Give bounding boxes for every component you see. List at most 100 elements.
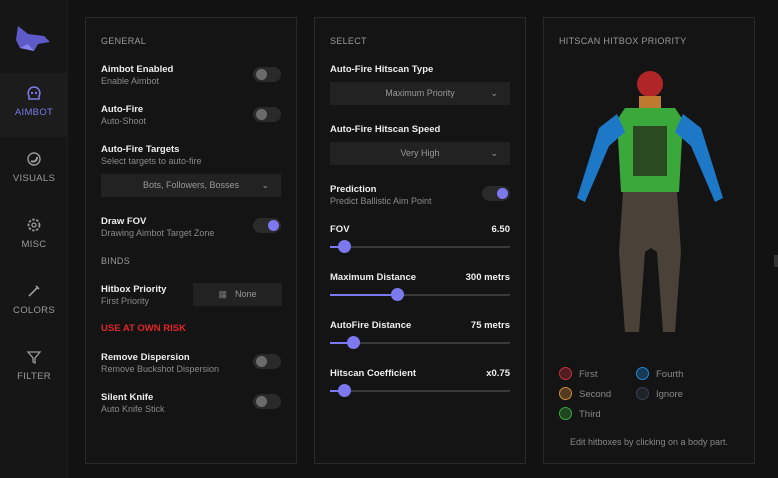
hitscan-type-dropdown[interactable]: Maximum Priority ⌄ bbox=[330, 82, 510, 105]
hitbox-arm-left[interactable] bbox=[577, 114, 625, 202]
draw-fov-label: Draw FOV bbox=[101, 216, 147, 227]
slider-track[interactable] bbox=[330, 384, 510, 397]
sidebar-item-filter[interactable]: FILTER bbox=[0, 337, 68, 401]
knife-sub: Auto Knife Stick bbox=[101, 404, 165, 414]
legend-swatch bbox=[559, 407, 572, 420]
legend-swatch bbox=[559, 387, 572, 400]
slider-value: x0.75 bbox=[486, 368, 510, 379]
keyboard-icon: ▦ bbox=[218, 289, 227, 299]
legend-item[interactable]: Second bbox=[559, 387, 612, 400]
targets-sub: Select targets to auto-fire bbox=[101, 156, 202, 166]
slider-handle[interactable] bbox=[390, 288, 404, 301]
character-model[interactable] bbox=[569, 66, 731, 338]
hitscan-speed-label: Auto-Fire Hitscan Speed bbox=[330, 124, 441, 135]
hitbox-legs[interactable] bbox=[619, 192, 681, 332]
dropdown-value: Maximum Priority bbox=[385, 88, 455, 98]
hitbox-panel: HITSCAN HITBOX PRIORITY First Second Third… bbox=[543, 17, 755, 464]
legend-item[interactable]: Third bbox=[559, 407, 601, 420]
chevron-down-icon: ⌄ bbox=[490, 88, 498, 98]
aimbot-enabled-label: Aimbot Enabled bbox=[101, 64, 174, 75]
slider-label: Maximum Distance bbox=[330, 272, 417, 283]
scrollbar[interactable] bbox=[774, 255, 778, 267]
slider-track[interactable] bbox=[330, 288, 510, 301]
slider-value: 6.50 bbox=[491, 224, 511, 235]
hitbox-torso[interactable] bbox=[617, 108, 683, 192]
knife-label: Silent Knife bbox=[101, 392, 154, 403]
gear-icon bbox=[27, 218, 41, 232]
hitbox-neck[interactable] bbox=[639, 96, 661, 110]
select-panel: SELECT Auto-Fire Hitscan Type Maximum Pr… bbox=[314, 17, 526, 464]
targets-dropdown[interactable]: Bots, Followers, Bosses ⌄ bbox=[101, 174, 281, 197]
auto-fire-toggle[interactable] bbox=[253, 107, 281, 122]
legend-item[interactable]: Ignore bbox=[636, 387, 683, 400]
prediction-toggle[interactable] bbox=[482, 186, 510, 201]
legend-swatch bbox=[636, 367, 649, 380]
section-title: SELECT bbox=[330, 36, 367, 46]
sidebar-item-visuals[interactable]: VISUALS bbox=[0, 139, 68, 203]
bind-value: None bbox=[235, 289, 257, 299]
slider-handle[interactable] bbox=[338, 384, 352, 397]
legend-label: Fourth bbox=[656, 369, 684, 380]
risk-warning: USE AT OWN RISK bbox=[101, 323, 186, 334]
sidebar-item-aimbot[interactable]: AIMBOT bbox=[0, 73, 68, 137]
section-title: GENERAL bbox=[101, 36, 147, 46]
legend-label: Third bbox=[579, 409, 601, 420]
legend-swatch bbox=[636, 387, 649, 400]
general-panel: GENERAL Aimbot Enabled Enable Aimbot Aut… bbox=[85, 17, 297, 464]
legend-label: Second bbox=[579, 389, 612, 400]
wolf-logo-icon bbox=[16, 26, 50, 51]
dispersion-label: Remove Dispersion bbox=[101, 352, 190, 363]
slider-fill bbox=[330, 246, 345, 248]
aimbot-enabled-sub: Enable Aimbot bbox=[101, 76, 160, 86]
hitbox-arm-right[interactable] bbox=[675, 114, 723, 202]
filter-icon bbox=[26, 351, 42, 365]
skull-icon bbox=[27, 86, 41, 100]
hitbox-bind-button[interactable]: ▦ None bbox=[193, 283, 282, 306]
draw-fov-sub: Drawing Aimbot Target Zone bbox=[101, 228, 215, 238]
slider-label: Hitscan Coefficient bbox=[330, 368, 417, 379]
slider-track[interactable] bbox=[330, 336, 510, 349]
slider-track[interactable] bbox=[330, 240, 510, 253]
hitscan-speed-dropdown[interactable]: Very High ⌄ bbox=[330, 142, 510, 165]
slider-handle[interactable] bbox=[347, 336, 361, 349]
legend-label: Ignore bbox=[656, 389, 683, 400]
draw-fov-toggle[interactable] bbox=[253, 218, 281, 233]
hitbox-head[interactable] bbox=[637, 71, 663, 97]
legend-item[interactable]: First bbox=[559, 367, 598, 380]
targets-label: Auto-Fire Targets bbox=[101, 144, 180, 155]
legend-swatch bbox=[559, 367, 572, 380]
slider-fill bbox=[330, 390, 345, 392]
eye-icon bbox=[27, 152, 41, 166]
section-title: HITSCAN HITBOX PRIORITY bbox=[559, 36, 687, 46]
slider-handle[interactable] bbox=[338, 240, 352, 253]
prediction-sub: Predict Ballistic Aim Point bbox=[330, 196, 432, 206]
auto-fire-sub: Auto-Shoot bbox=[101, 116, 147, 126]
chevron-down-icon: ⌄ bbox=[261, 180, 269, 190]
slider-label: FOV bbox=[330, 224, 350, 235]
legend-label: First bbox=[579, 369, 598, 380]
aimbot-enabled-toggle[interactable] bbox=[253, 67, 281, 82]
slider-value: 75 metrs bbox=[470, 320, 510, 331]
dropdown-value: Very High bbox=[400, 148, 440, 158]
sidebar: AIMBOT VISUALS MISC COLORS FILTER bbox=[0, 0, 68, 478]
slider-value: 300 metrs bbox=[465, 272, 510, 283]
chevron-down-icon: ⌄ bbox=[490, 148, 498, 158]
dispersion-sub: Remove Buckshot Dispersion bbox=[101, 364, 220, 374]
hitbox-priority-sub: First Priority bbox=[101, 296, 149, 306]
slider-fill bbox=[330, 342, 354, 344]
prediction-label: Prediction bbox=[330, 184, 377, 195]
dispersion-toggle[interactable] bbox=[253, 354, 281, 369]
sidebar-item-colors[interactable]: COLORS bbox=[0, 271, 68, 335]
dropdown-value: Bots, Followers, Bosses bbox=[142, 180, 240, 190]
auto-fire-label: Auto-Fire bbox=[101, 104, 144, 115]
eyedropper-icon bbox=[28, 285, 40, 297]
knife-toggle[interactable] bbox=[253, 394, 281, 409]
hitscan-type-label: Auto-Fire Hitscan Type bbox=[330, 64, 434, 75]
slider-fill bbox=[330, 294, 397, 296]
hitbox-priority-label: Hitbox Priority bbox=[101, 284, 167, 295]
legend-item[interactable]: Fourth bbox=[636, 367, 684, 380]
sidebar-item-misc[interactable]: MISC bbox=[0, 205, 68, 269]
binds-title: BINDS bbox=[101, 256, 131, 266]
hitbox-hint: Edit hitboxes by clicking on a body part… bbox=[569, 437, 729, 447]
slider-label: AutoFire Distance bbox=[330, 320, 412, 331]
